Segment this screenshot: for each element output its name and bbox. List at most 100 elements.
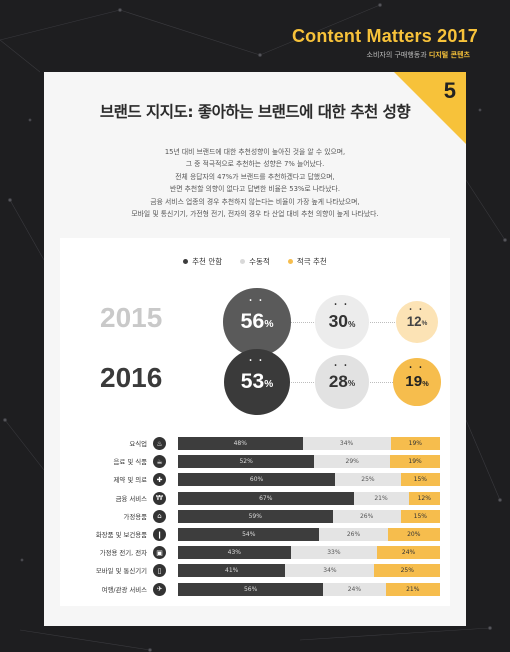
category-label: 음료 및 식품 xyxy=(113,458,147,467)
description-line: 15년 대비 브랜드에 대한 추천성향이 높아진 것을 알 수 있으며, xyxy=(164,148,346,156)
bubble-2016-series-1: • • 28% xyxy=(315,355,369,409)
bar-row: 화장품 및 보건용품 ❙ 54% 26% 20% xyxy=(60,527,450,542)
bar-segment-적극 추천: 19% xyxy=(390,437,440,450)
airplane-icon: ✈ xyxy=(153,582,166,596)
bar-segment-추천 안함: 59% xyxy=(178,509,333,523)
bar-segment-수동적: 34% xyxy=(285,564,375,578)
bar-segment-수동적: 34% xyxy=(302,437,391,450)
bar-row: 제약 및 의료 ✚ 60% 25% 15% xyxy=(60,472,450,487)
drink-icon: ☕ xyxy=(153,455,166,469)
card-description: 15년 대비 브랜드에 대한 추천성향이 높아진 것을 알 수 있으며, 그 중… xyxy=(74,146,436,220)
stacked-bar: 41% 34% 25% xyxy=(178,564,440,578)
legend-swatch xyxy=(240,259,246,264)
bubble-face-icon: • • xyxy=(249,297,265,304)
bubble-connector xyxy=(289,382,318,383)
fork-knife-icon: ♨ xyxy=(153,437,166,450)
category-label: 화장품 및 보건용품 xyxy=(95,531,147,539)
legend-label: 추천 안함 xyxy=(192,257,223,266)
bar-row: 음료 및 식품 ☕ 52% 29% 19% xyxy=(60,454,450,469)
infographic-card: 5 브랜드 지지도: 좋아하는 브랜드에 대한 추천 성향 15년 대비 브랜드… xyxy=(44,72,466,626)
report-subtitle-highlight: 디지털 콘텐츠 xyxy=(428,51,470,59)
medical-cross-icon: ✚ xyxy=(153,473,166,487)
bubble-unit: % xyxy=(264,378,274,390)
category-label: 여행/관광 서비스 xyxy=(101,585,147,594)
stacked-bar: 43% 33% 24% xyxy=(178,546,440,560)
category-label: 요식업 xyxy=(129,440,147,448)
bar-segment-추천 안함: 48% xyxy=(178,437,303,450)
bubble-2016-series-2: • • 19% xyxy=(393,358,441,406)
stacked-bar: 60% 25% 15% xyxy=(178,473,440,487)
bar-segment-수동적: 29% xyxy=(314,455,391,469)
bubble-face-icon: • • xyxy=(334,362,350,369)
bar-segment-적극 추천: 12% xyxy=(408,491,440,505)
bar-row: 금융 서비스 ₩67% 21% 12% xyxy=(60,491,450,506)
bar-segment-적극 추천: 15% xyxy=(400,473,440,487)
chart-legend: 추천 안함 수동적 적극 추천 xyxy=(60,256,450,267)
report-subtitle: 소비자의 구매행동과 디지털 콘텐츠 xyxy=(367,50,471,60)
legend-label: 수동적 xyxy=(249,257,270,266)
bubble-unit: % xyxy=(422,379,429,389)
category-label: 가정용 전기, 전자 xyxy=(99,549,147,558)
bar-segment-추천 안함: 41% xyxy=(178,564,286,578)
bubble-value: 30 xyxy=(328,311,348,332)
bar-segment-추천 안함: 67% xyxy=(178,491,354,505)
bubble-connector xyxy=(368,382,397,383)
stacked-bar: 52% 29% 19% xyxy=(178,455,440,469)
category-label: 금융 서비스 xyxy=(115,494,147,503)
year-label-2016: 2016 xyxy=(100,362,163,393)
bubble-2015-series-1: • • 30% xyxy=(314,294,370,350)
bar-segment-추천 안함: 60% xyxy=(178,473,336,487)
bubble-connector xyxy=(368,322,397,323)
stacked-bar: 67% 21% 12% xyxy=(178,491,440,505)
bar-segment-추천 안함: 43% xyxy=(178,546,291,560)
description-line: 전체 응답자의 47%가 브랜드를 추천하겠다고 답했으며, xyxy=(175,172,335,181)
bubble-value: 19 xyxy=(405,373,423,391)
bar-segment-적극 추천: 19% xyxy=(390,455,440,469)
legend-swatch xyxy=(287,259,293,264)
category-label: 가정용품 xyxy=(123,512,147,521)
bubble-face-icon: • • xyxy=(249,358,265,365)
bar-segment-적극 추천: 20% xyxy=(387,528,440,541)
home-icon: ⌂ xyxy=(153,509,166,523)
bar-segment-추천 안함: 52% xyxy=(178,455,315,469)
bubble-unit: % xyxy=(421,319,428,327)
bubble-unit: % xyxy=(347,318,356,329)
bubble-value: 28 xyxy=(328,372,348,392)
bar-row: 요식업 ♨ 48% 34% 19% xyxy=(60,436,450,451)
bubble-unit: % xyxy=(264,318,274,330)
bar-segment-수동적: 24% xyxy=(323,582,386,596)
legend-item: 추천 안함 xyxy=(183,256,222,267)
bar-segment-수동적: 26% xyxy=(332,509,401,523)
category-label: 모바일 및 통신기기 xyxy=(95,567,147,576)
year-label-2015: 2015 xyxy=(100,302,163,333)
chart-panel: 추천 안함 수동적 적극 추천 2015 2016 • • 56% • • 30% • • 1… xyxy=(60,238,450,606)
category-label: 제약 및 의료 xyxy=(113,476,147,485)
bar-segment-추천 안함: 54% xyxy=(178,528,320,541)
report-subtitle-prefix: 소비자의 구매행동과 xyxy=(366,51,427,59)
stacked-bar: 59% 26% 15% xyxy=(178,509,440,523)
legend-item: 수동적 xyxy=(240,256,270,267)
bar-segment-적극 추천: 15% xyxy=(400,509,440,523)
bubble-unit: % xyxy=(347,379,356,389)
bar-segment-적극 추천: 25% xyxy=(374,564,440,578)
bubble-face-icon: • • xyxy=(334,302,350,309)
bar-row: 여행/관광 서비스 ✈ 56% 24% 21% xyxy=(60,582,450,597)
mobile-icon: ▯ xyxy=(153,564,166,578)
description-line: 반면 추천할 의향이 없다고 답변한 비율은 53%로 나타났다. xyxy=(170,185,340,194)
bubble-value: 53 xyxy=(240,370,265,394)
bubble-value: 12 xyxy=(406,314,422,330)
bar-segment-적극 추천: 24% xyxy=(377,546,440,560)
won-icon: ₩ xyxy=(153,491,166,505)
bubble-2016-series-0: • • 53% xyxy=(224,349,290,415)
stacked-bar: 56% 24% 21% xyxy=(178,582,440,596)
section-corner-badge xyxy=(394,72,466,144)
bubble-value: 56 xyxy=(240,309,265,334)
bar-row: 가정용 전기, 전자 ▣ 43% 33% 24% xyxy=(60,545,450,560)
bar-segment-수동적: 25% xyxy=(335,473,401,487)
bar-segment-수동적: 26% xyxy=(319,528,388,541)
report-title: Content Matters 2017 xyxy=(291,26,478,46)
bubble-2015-series-0: • • 56% xyxy=(223,288,291,356)
bubble-2015-series-2: • • 12% xyxy=(396,301,438,343)
bubble-face-icon: • • xyxy=(409,306,425,313)
